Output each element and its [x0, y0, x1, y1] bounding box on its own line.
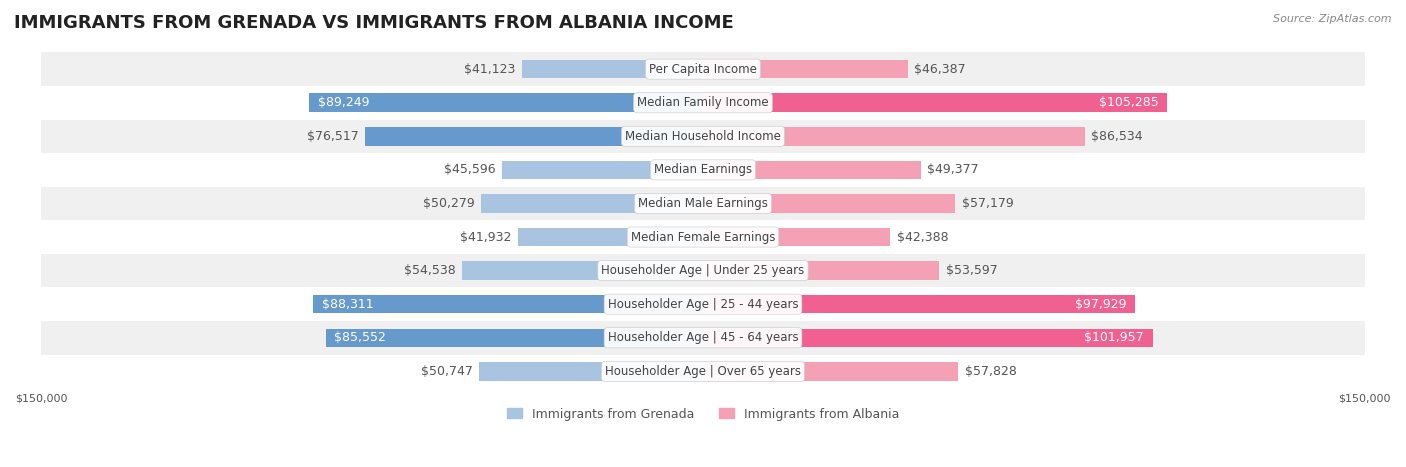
Bar	[703, 262, 939, 280]
Text: Householder Age | 45 - 64 years: Householder Age | 45 - 64 years	[607, 331, 799, 344]
Bar	[41, 321, 1365, 354]
Text: $54,538: $54,538	[404, 264, 456, 277]
Bar	[41, 120, 1365, 153]
Bar	[703, 60, 908, 78]
Text: $76,517: $76,517	[307, 130, 359, 143]
Legend: Immigrants from Grenada, Immigrants from Albania: Immigrants from Grenada, Immigrants from…	[502, 403, 904, 425]
Text: Householder Age | 25 - 44 years: Householder Age | 25 - 44 years	[607, 297, 799, 311]
Bar	[41, 153, 1365, 187]
Text: Per Capita Income: Per Capita Income	[650, 63, 756, 76]
Bar	[703, 194, 955, 212]
Bar	[41, 86, 1365, 120]
Bar	[703, 362, 957, 381]
Text: Median Male Earnings: Median Male Earnings	[638, 197, 768, 210]
Text: $42,388: $42,388	[897, 231, 948, 244]
Text: Householder Age | Under 25 years: Householder Age | Under 25 years	[602, 264, 804, 277]
Text: $85,552: $85,552	[335, 331, 387, 344]
Text: $49,377: $49,377	[928, 163, 979, 177]
Bar	[517, 228, 703, 246]
Text: Median Earnings: Median Earnings	[654, 163, 752, 177]
Bar	[502, 161, 703, 179]
Text: $45,596: $45,596	[444, 163, 495, 177]
Bar	[41, 52, 1365, 86]
Bar	[703, 127, 1085, 146]
Bar	[41, 187, 1365, 220]
Text: $41,932: $41,932	[460, 231, 512, 244]
Text: Householder Age | Over 65 years: Householder Age | Over 65 years	[605, 365, 801, 378]
Bar	[703, 161, 921, 179]
Bar	[41, 354, 1365, 388]
Bar	[309, 93, 703, 112]
Bar	[326, 329, 703, 347]
Bar	[41, 254, 1365, 287]
Text: $50,747: $50,747	[420, 365, 472, 378]
Bar	[522, 60, 703, 78]
Text: $46,387: $46,387	[914, 63, 966, 76]
Bar	[481, 194, 703, 212]
Text: IMMIGRANTS FROM GRENADA VS IMMIGRANTS FROM ALBANIA INCOME: IMMIGRANTS FROM GRENADA VS IMMIGRANTS FR…	[14, 14, 734, 32]
Bar	[41, 220, 1365, 254]
Bar	[463, 262, 703, 280]
Text: Median Family Income: Median Family Income	[637, 96, 769, 109]
Text: $88,311: $88,311	[322, 297, 374, 311]
Bar	[41, 287, 1365, 321]
Bar	[314, 295, 703, 313]
Text: Median Household Income: Median Household Income	[626, 130, 780, 143]
Text: Median Female Earnings: Median Female Earnings	[631, 231, 775, 244]
Bar	[703, 228, 890, 246]
Text: $105,285: $105,285	[1099, 96, 1159, 109]
Bar	[703, 329, 1153, 347]
Text: $57,179: $57,179	[962, 197, 1014, 210]
Text: $97,929: $97,929	[1074, 297, 1126, 311]
Bar	[703, 93, 1167, 112]
Text: $89,249: $89,249	[318, 96, 370, 109]
Text: $57,828: $57,828	[965, 365, 1017, 378]
Text: Source: ZipAtlas.com: Source: ZipAtlas.com	[1274, 14, 1392, 24]
Text: $53,597: $53,597	[946, 264, 998, 277]
Text: $41,123: $41,123	[464, 63, 515, 76]
Bar	[703, 295, 1135, 313]
Bar	[479, 362, 703, 381]
Text: $101,957: $101,957	[1084, 331, 1144, 344]
Bar	[366, 127, 703, 146]
Text: $86,534: $86,534	[1091, 130, 1143, 143]
Text: $50,279: $50,279	[423, 197, 475, 210]
